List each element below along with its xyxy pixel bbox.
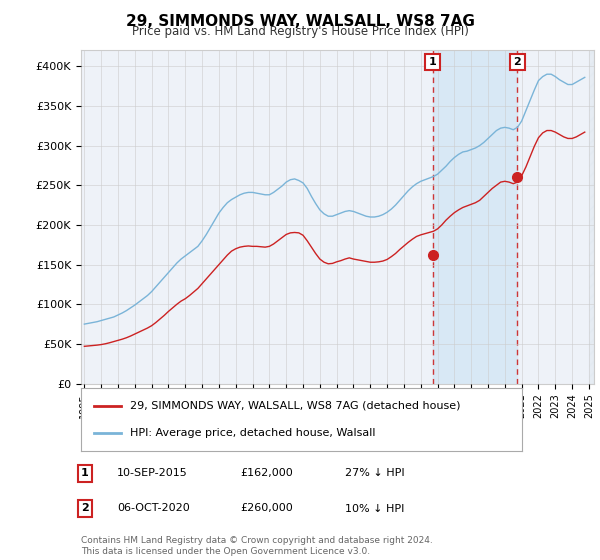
Text: 2: 2 xyxy=(81,503,89,514)
Text: 06-OCT-2020: 06-OCT-2020 xyxy=(117,503,190,514)
Text: 29, SIMMONDS WAY, WALSALL, WS8 7AG: 29, SIMMONDS WAY, WALSALL, WS8 7AG xyxy=(125,14,475,29)
Text: 1: 1 xyxy=(81,468,89,478)
Text: Price paid vs. HM Land Registry's House Price Index (HPI): Price paid vs. HM Land Registry's House … xyxy=(131,25,469,38)
Bar xyxy=(433,50,517,384)
Bar xyxy=(517,50,594,384)
Bar xyxy=(589,50,594,384)
Text: 27% ↓ HPI: 27% ↓ HPI xyxy=(345,468,404,478)
Text: HPI: Average price, detached house, Walsall: HPI: Average price, detached house, Wals… xyxy=(130,428,375,438)
Text: 1: 1 xyxy=(428,57,436,67)
Text: £260,000: £260,000 xyxy=(240,503,293,514)
Text: 10% ↓ HPI: 10% ↓ HPI xyxy=(345,503,404,514)
Text: Contains HM Land Registry data © Crown copyright and database right 2024.
This d: Contains HM Land Registry data © Crown c… xyxy=(81,536,433,556)
Text: 10-SEP-2015: 10-SEP-2015 xyxy=(117,468,188,478)
Text: £162,000: £162,000 xyxy=(240,468,293,478)
Text: 2: 2 xyxy=(514,57,521,67)
Text: 29, SIMMONDS WAY, WALSALL, WS8 7AG (detached house): 29, SIMMONDS WAY, WALSALL, WS8 7AG (deta… xyxy=(130,400,460,410)
